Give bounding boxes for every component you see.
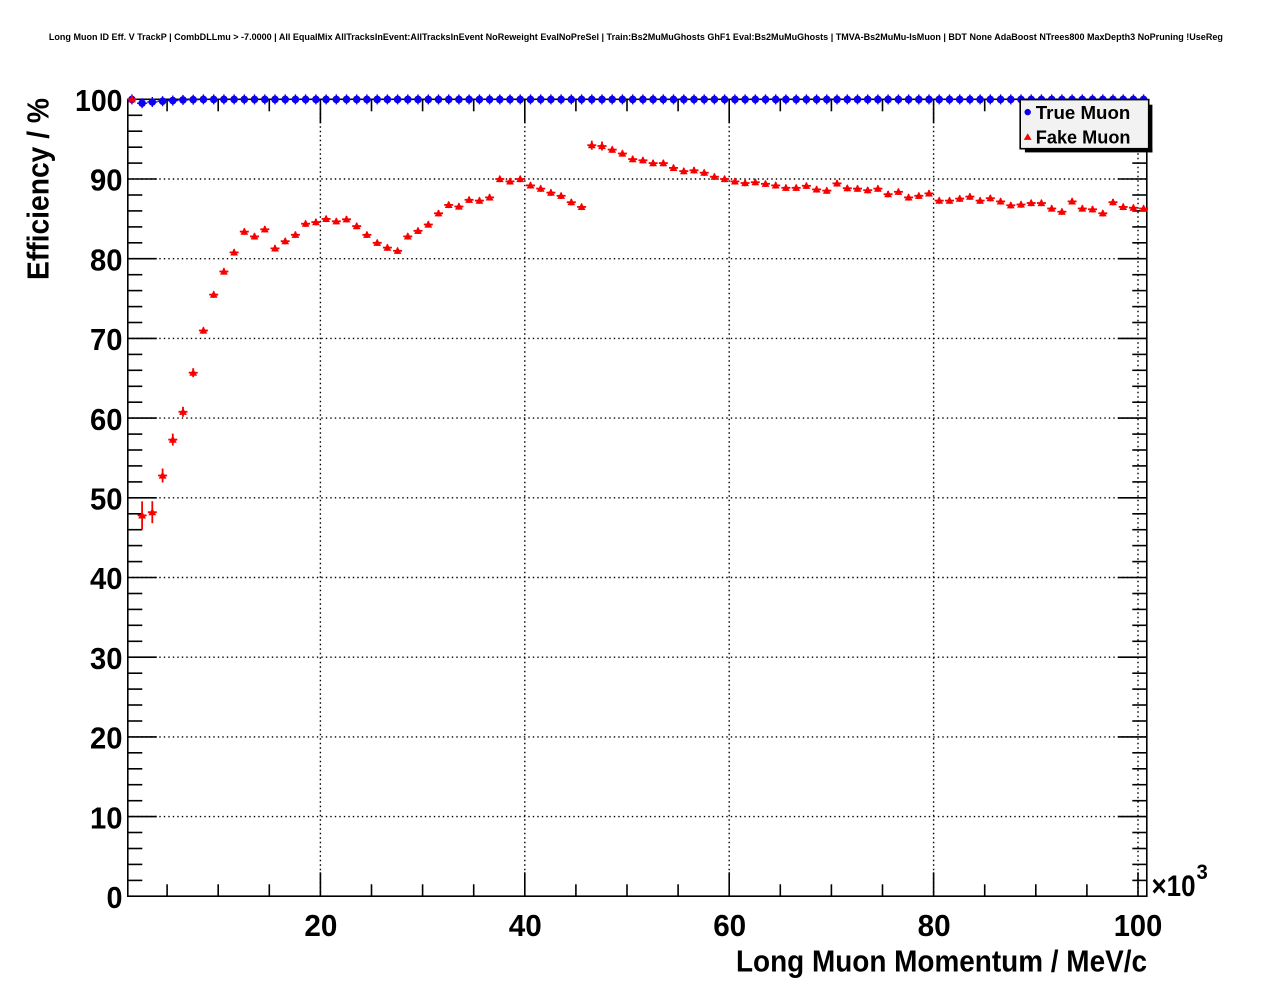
svg-text:70: 70 — [90, 322, 123, 357]
svg-text:Efficiency / %: Efficiency / % — [21, 98, 56, 280]
svg-text:60: 60 — [713, 908, 746, 943]
svg-text:100: 100 — [1114, 908, 1163, 943]
svg-text:80: 80 — [90, 242, 123, 277]
svg-text:3: 3 — [1197, 861, 1208, 884]
svg-text:80: 80 — [918, 908, 951, 943]
svg-text:20: 20 — [90, 721, 123, 756]
svg-text:100: 100 — [75, 83, 123, 118]
svg-text:20: 20 — [304, 908, 337, 943]
svg-text:60: 60 — [90, 402, 123, 437]
svg-text:0: 0 — [107, 880, 123, 915]
svg-text:Fake Muon: Fake Muon — [1036, 126, 1131, 147]
svg-text:30: 30 — [90, 641, 123, 676]
svg-text:Long Muon ID Eff. V TrackP | C: Long Muon ID Eff. V TrackP | CombDLLmu >… — [49, 32, 1223, 42]
svg-text:Long Muon Momentum / MeV/c: Long Muon Momentum / MeV/c — [736, 944, 1147, 979]
svg-text:40: 40 — [90, 561, 123, 596]
svg-text:10: 10 — [90, 800, 123, 835]
svg-text:True Muon: True Muon — [1036, 102, 1131, 123]
svg-text:50: 50 — [90, 482, 123, 517]
svg-text:×10: ×10 — [1152, 870, 1196, 903]
svg-text:40: 40 — [509, 908, 542, 943]
svg-text:90: 90 — [90, 163, 123, 198]
